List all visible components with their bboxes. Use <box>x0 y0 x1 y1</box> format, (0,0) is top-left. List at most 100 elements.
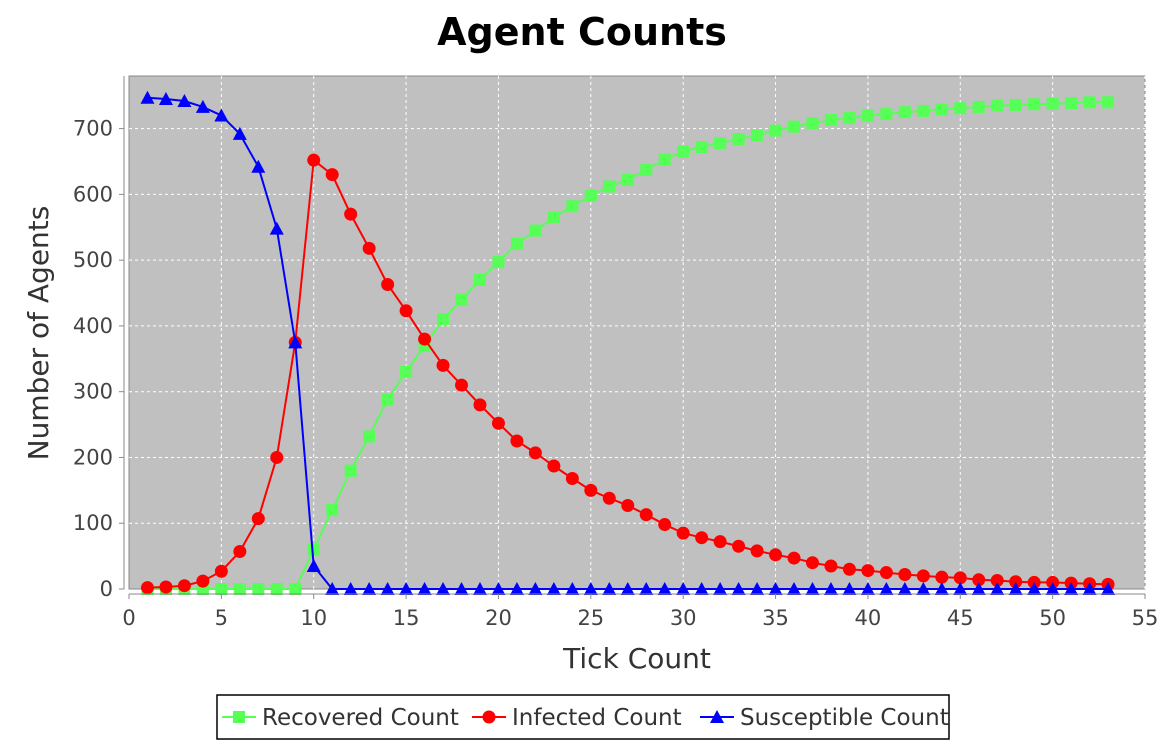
data-point <box>1028 98 1041 111</box>
data-point <box>916 582 931 595</box>
data-point <box>971 582 986 595</box>
data-point <box>990 573 1004 587</box>
data-point <box>528 446 542 460</box>
legend-marker <box>233 711 245 723</box>
data-point <box>362 241 376 255</box>
data-point <box>196 574 210 588</box>
data-point <box>436 582 451 595</box>
data-point <box>289 583 302 595</box>
data-point <box>1009 575 1023 589</box>
data-point <box>400 365 413 378</box>
y-tick-label: 500 <box>73 248 113 272</box>
data-point <box>583 582 598 595</box>
data-point <box>953 571 967 585</box>
data-point <box>510 237 523 250</box>
data-point <box>252 583 265 595</box>
data-point <box>510 434 524 448</box>
data-point <box>1083 96 1096 109</box>
data-point <box>879 582 894 595</box>
data-point <box>437 313 450 326</box>
data-point <box>270 583 283 595</box>
data-point <box>916 569 930 583</box>
data-point <box>658 153 671 166</box>
data-point <box>603 180 616 193</box>
data-point <box>805 556 819 570</box>
data-point <box>214 108 229 122</box>
data-point <box>695 141 708 154</box>
y-axis-label: Number of Agents <box>22 206 55 461</box>
y-tick-label: 100 <box>73 511 113 535</box>
data-point <box>897 582 912 595</box>
x-tick-label: 30 <box>670 606 697 630</box>
y-tick-label: 700 <box>73 117 113 141</box>
data-point <box>159 580 173 594</box>
y-tick-label: 600 <box>73 182 113 206</box>
data-point <box>158 92 173 106</box>
y-tick-label: 0 <box>100 577 113 601</box>
data-point <box>750 544 764 558</box>
data-point <box>584 483 598 497</box>
data-point <box>990 582 1005 595</box>
data-point <box>509 582 524 595</box>
data-point <box>695 531 709 545</box>
data-point <box>824 114 837 127</box>
data-point <box>325 582 340 595</box>
data-point <box>677 145 690 158</box>
data-point <box>842 582 857 595</box>
data-point <box>732 133 745 146</box>
x-tick-label: 45 <box>947 606 974 630</box>
data-point <box>861 564 875 578</box>
data-point <box>380 582 395 595</box>
data-point <box>1065 96 1078 109</box>
data-point <box>565 472 579 486</box>
chart-title: Agent Counts <box>437 10 727 54</box>
data-point <box>1027 582 1042 595</box>
data-point <box>620 582 635 595</box>
data-point <box>934 582 949 595</box>
data-point <box>232 126 247 140</box>
data-point <box>326 504 339 517</box>
data-point <box>381 393 394 406</box>
x-tick-label: 25 <box>577 606 604 630</box>
series-susceptible-count <box>140 90 1116 595</box>
data-point <box>344 464 357 477</box>
legend-marker <box>710 710 724 723</box>
data-point <box>417 582 432 595</box>
data-point <box>436 358 450 372</box>
data-point <box>177 93 192 107</box>
x-tick-label: 20 <box>485 606 512 630</box>
data-point <box>750 582 765 595</box>
data-point <box>676 526 690 540</box>
data-point <box>491 416 505 430</box>
data-point <box>529 224 542 237</box>
data-point <box>824 559 838 573</box>
data-point <box>455 293 468 306</box>
data-point <box>214 564 228 578</box>
data-point <box>473 398 487 412</box>
data-point <box>768 582 783 595</box>
data-point <box>806 117 819 130</box>
data-point <box>547 459 561 473</box>
data-point <box>602 491 616 505</box>
data-point <box>233 545 247 559</box>
data-point <box>657 582 672 595</box>
y-tick-label: 300 <box>73 380 113 404</box>
data-point <box>528 582 543 595</box>
data-point <box>363 430 376 443</box>
data-point <box>399 582 414 595</box>
data-point <box>418 332 432 346</box>
data-point <box>879 566 893 580</box>
data-point <box>1008 582 1023 595</box>
x-tick-label: 40 <box>855 606 882 630</box>
y-tick-label: 400 <box>73 314 113 338</box>
data-point <box>344 207 358 221</box>
series-recovered-count <box>141 96 1115 595</box>
data-point <box>694 582 709 595</box>
data-point <box>472 582 487 595</box>
data-point <box>399 304 413 318</box>
data-point <box>251 159 266 173</box>
data-point <box>732 539 746 553</box>
data-point <box>566 200 579 213</box>
data-point <box>215 583 228 595</box>
